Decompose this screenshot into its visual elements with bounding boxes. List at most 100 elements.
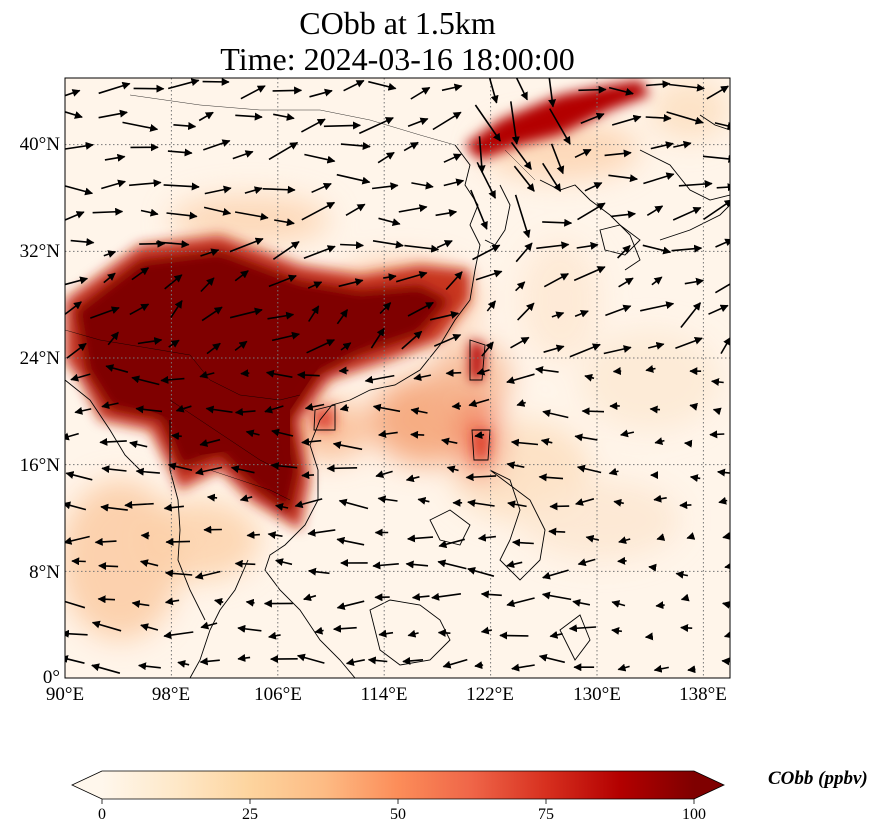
wind-vector-arrow — [536, 241, 570, 250]
wind-vector-arrow — [345, 203, 366, 216]
wind-vector-arrow — [167, 148, 193, 157]
plot-title-line2: Time: 2024-03-16 18:00:00 — [220, 41, 575, 77]
wind-vector-arrow — [268, 141, 299, 161]
wind-vector-arrow — [71, 557, 86, 566]
wind-vector-arrow — [240, 369, 250, 378]
wind-vector-arrow — [432, 111, 462, 131]
wind-vector-arrow — [654, 437, 665, 446]
wind-vector-arrow — [542, 569, 569, 580]
wind-vector-arrow — [200, 621, 218, 630]
wind-vector-arrow — [107, 331, 119, 346]
wind-vector-arrow — [124, 500, 154, 509]
wind-vector-arrow — [617, 245, 631, 259]
wind-vector-arrow — [367, 656, 388, 665]
wind-vector-arrow — [480, 590, 502, 599]
wind-vector-arrow — [65, 276, 89, 286]
wind-vector-arrow — [297, 371, 320, 380]
wind-vector-arrow — [70, 373, 91, 382]
wind-vector-arrow — [234, 559, 256, 568]
map-frame — [64, 77, 731, 679]
wind-vector-arrow — [70, 238, 95, 247]
wind-vector-arrow — [65, 501, 87, 511]
wind-vector-arrow — [574, 433, 598, 442]
wind-vector-arrow — [398, 204, 428, 213]
wind-vector-arrow — [129, 440, 148, 449]
wind-vector-arrow — [410, 407, 428, 416]
wind-vector-arrow — [65, 471, 93, 481]
wind-vector-arrow — [165, 537, 191, 546]
wind-vector-arrow — [515, 78, 528, 101]
wind-vector-arrow — [653, 494, 667, 503]
wind-vector-arrow — [407, 534, 434, 543]
wind-vector-arrow — [476, 367, 490, 376]
wind-vector-arrow — [538, 653, 565, 664]
wind-vector-arrow — [275, 503, 289, 511]
wind-vector-arrow — [410, 430, 425, 439]
wind-vector-arrow — [515, 242, 533, 263]
wind-vector-arrow — [445, 271, 463, 291]
wind-vector-arrow — [648, 341, 665, 350]
wind-vector-arrow — [370, 327, 385, 349]
wind-vector-arrow — [543, 344, 565, 353]
wind-vector-arrow — [304, 153, 336, 164]
wind-vector-arrow — [65, 535, 90, 545]
wind-vector-arrow — [714, 279, 730, 294]
lon-tick-130: 130°E — [573, 684, 621, 705]
wind-vector-arrow — [437, 628, 451, 637]
wind-vector-arrow — [481, 341, 494, 357]
wind-vector-arrow — [451, 402, 462, 411]
wind-vector-arrow — [480, 626, 493, 635]
wind-vector-arrow — [442, 658, 468, 669]
wind-vector-arrow — [378, 430, 398, 438]
wind-vector-arrow — [712, 407, 722, 416]
wind-vector-arrow — [275, 558, 293, 566]
wind-vector-arrow — [551, 311, 565, 320]
lon-tick-122: 122°E — [466, 684, 514, 705]
wind-vector-arrow — [476, 161, 497, 199]
wind-vector-arrow — [101, 465, 127, 474]
wind-vector-arrow — [294, 498, 323, 509]
wind-vector-arrow — [326, 464, 358, 473]
wind-vector-arrow — [65, 141, 94, 150]
wind-vector-arrow — [244, 186, 263, 195]
wind-vector-arrow — [129, 303, 150, 316]
wind-vector-arrow — [436, 240, 453, 249]
wind-vector-arrow — [581, 407, 605, 416]
wind-vector-arrow — [608, 174, 638, 183]
wind-vector-arrow — [617, 663, 630, 672]
wind-vector-arrow — [332, 441, 363, 451]
colorbar-tick-100: 100 — [682, 806, 706, 823]
wind-vector-arrow — [648, 563, 657, 572]
wind-vector-arrow — [98, 562, 119, 571]
wind-vector-arrow — [94, 537, 117, 546]
wind-vector-arrow — [163, 182, 200, 191]
wind-vector-arrow — [585, 534, 600, 543]
colorbar-tick-0: 0 — [98, 806, 106, 823]
wind-vector-arrow — [417, 496, 430, 505]
wind-vector-arrow — [198, 111, 214, 122]
wind-vector-arrow — [340, 141, 371, 150]
wind-vector-arrow — [512, 538, 534, 547]
coastlines — [65, 114, 730, 678]
wind-vector-arrow — [103, 250, 117, 258]
wind-vector-arrow — [103, 272, 116, 284]
wind-vector-arrow — [673, 140, 692, 149]
wind-vector-arrow — [175, 404, 192, 413]
wind-vector-arrow — [168, 339, 180, 348]
wind-vector-arrow — [645, 365, 656, 373]
wind-vector-arrow — [336, 600, 365, 610]
wind-vector-arrow — [268, 631, 281, 640]
concentration-field-light — [65, 80, 730, 640]
wind-vector-arrow — [651, 276, 663, 286]
wind-vector-arrow — [506, 560, 523, 569]
wind-vector-arrow — [612, 367, 622, 376]
wind-vector-arrow — [135, 405, 163, 414]
wind-vector-arrow — [437, 559, 467, 570]
wind-vector-arrow — [618, 277, 634, 288]
wind-vector-arrow — [608, 86, 634, 96]
wind-vector-arrow — [314, 626, 324, 635]
wind-vector-arrow — [722, 532, 730, 540]
wind-vector-arrow — [304, 403, 325, 411]
wind-vector-arrow — [403, 141, 419, 152]
wind-vector-arrow — [65, 655, 85, 664]
